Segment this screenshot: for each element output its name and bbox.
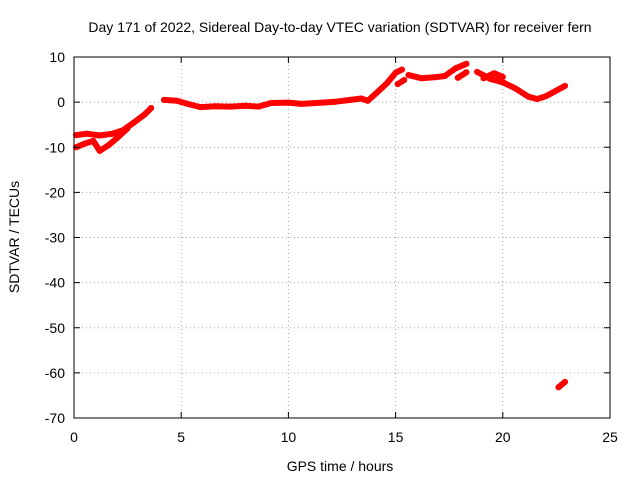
data-point bbox=[441, 73, 448, 79]
x-tick-label: 25 bbox=[602, 429, 618, 445]
y-tick-label: -60 bbox=[45, 365, 65, 381]
data-point bbox=[197, 104, 204, 111]
data-point bbox=[525, 93, 532, 100]
data-point bbox=[268, 100, 275, 106]
data-point bbox=[454, 74, 461, 81]
data-point bbox=[81, 140, 88, 147]
chart-title: Day 171 of 2022, Sidereal Day-to-day VTE… bbox=[88, 19, 591, 35]
data-point bbox=[431, 74, 438, 81]
y-tick-label: -10 bbox=[45, 139, 65, 155]
y-tick-label: 0 bbox=[57, 94, 65, 110]
data-point bbox=[392, 69, 399, 76]
data-point bbox=[73, 132, 80, 139]
x-tick-label: 15 bbox=[388, 429, 404, 445]
data-point bbox=[384, 80, 390, 87]
data-point bbox=[418, 75, 425, 82]
data-point bbox=[227, 103, 234, 110]
y-tick-label: -20 bbox=[45, 184, 65, 200]
data-point bbox=[562, 378, 568, 385]
data-point bbox=[399, 66, 405, 73]
data-point bbox=[452, 65, 459, 72]
data-point bbox=[161, 96, 167, 103]
data-point bbox=[394, 81, 401, 88]
data-point bbox=[242, 102, 249, 109]
data-point bbox=[512, 85, 519, 92]
data-point bbox=[499, 73, 506, 80]
data-point bbox=[173, 97, 180, 104]
data-point bbox=[113, 135, 120, 142]
y-tick-label: -50 bbox=[45, 320, 65, 336]
data-point bbox=[463, 60, 470, 67]
data-point bbox=[347, 96, 354, 103]
x-axis-label: GPS time / hours bbox=[287, 458, 394, 474]
data-point bbox=[491, 70, 498, 77]
data-point bbox=[551, 88, 558, 95]
data-point bbox=[364, 97, 371, 104]
data-point bbox=[555, 384, 562, 391]
x-tick-label: 10 bbox=[281, 429, 297, 445]
y-tick-label: -70 bbox=[45, 410, 65, 426]
axis-ticks: 0 5 10 15 20 25 -70 -60 -50 -40 -30 -20 -10 0 10 bbox=[45, 49, 618, 445]
data-point bbox=[474, 68, 481, 75]
data-point bbox=[480, 75, 487, 82]
data-point bbox=[332, 98, 339, 105]
data-point bbox=[499, 79, 506, 86]
data-point bbox=[401, 77, 408, 83]
y-tick-label: 10 bbox=[49, 49, 65, 65]
data-point bbox=[298, 100, 305, 107]
x-tick-label: 5 bbox=[177, 429, 185, 445]
data-point bbox=[405, 72, 412, 79]
y-tick-label: -40 bbox=[45, 275, 65, 291]
data-point bbox=[255, 103, 262, 110]
x-tick-label: 0 bbox=[70, 429, 78, 445]
data-point bbox=[313, 100, 320, 106]
y-tick-label: -30 bbox=[45, 230, 65, 246]
data-point bbox=[90, 137, 97, 144]
data-point bbox=[96, 147, 103, 154]
data-point bbox=[373, 90, 380, 97]
sdtvar-series bbox=[73, 60, 568, 391]
x-tick-label: 20 bbox=[495, 429, 511, 445]
data-point bbox=[542, 93, 549, 100]
data-point bbox=[109, 130, 116, 137]
data-point bbox=[285, 99, 292, 106]
data-point bbox=[463, 69, 470, 76]
data-point bbox=[184, 100, 191, 107]
data-point bbox=[83, 130, 90, 137]
data-point bbox=[96, 132, 103, 139]
data-point bbox=[131, 119, 137, 126]
data-point bbox=[358, 95, 365, 102]
grid-lines bbox=[74, 57, 610, 418]
data-point bbox=[148, 105, 155, 111]
data-point bbox=[534, 96, 541, 102]
y-axis-label: SDTVAR / TECUs bbox=[6, 181, 22, 293]
data-point bbox=[105, 142, 112, 149]
data-point bbox=[562, 82, 568, 89]
data-point bbox=[141, 111, 148, 118]
data-point bbox=[124, 125, 131, 132]
data-point bbox=[212, 103, 219, 110]
